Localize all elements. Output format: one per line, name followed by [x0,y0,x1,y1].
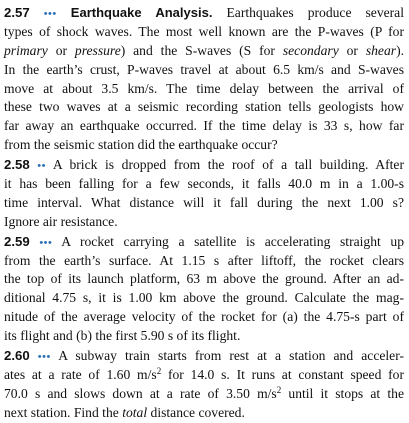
problem-text: from the earth’s surface. At 1.15 s afte… [4,252,404,268]
problem-text: its flight and (b) the first 5.90 s of i… [4,328,241,344]
problem-text: A subway train starts from rest at a sta… [58,348,404,364]
difficulty-dots-icon: ••• [43,8,57,20]
problem-text: A rocket carrying a satellite is acceler… [61,233,405,249]
difficulty-dots-icon: ••• [39,236,53,249]
problem-text: the top of its launch platform, 63 m abo… [4,271,404,287]
problem-text: these two waves at a seismic recording s… [4,99,404,115]
difficulty-dots-icon: •• [37,160,46,173]
problem-text: types of shock waves. The most well know… [4,23,404,39]
problem-text: time interval. What distance will it fal… [4,194,404,210]
problem-text: primary or pressure) and the S-waves (S … [4,42,404,58]
problem-text: 70.0 s and slows down at a rate of 3.50 … [4,384,404,401]
problem-number: 2.59 [4,233,30,249]
problem-2-57: 2.57 ••• Earthquake Analysis. Earthquake… [4,4,404,155]
problem-text: next station. Find the total distance co… [4,404,245,420]
problem-first-line: 2.60 ••• A subway train starts from rest… [4,347,404,366]
problem-text: ates at a rate of 1.60 m/s2 for 14.0 s. … [4,365,405,382]
problem-text: far away an earthquake occurred. If the … [4,118,404,134]
problem-first-line: 2.58 •• A brick is dropped from the roof… [4,156,404,175]
problem-text: it has been falling for a few seconds, i… [4,176,404,192]
problem-text: Ignore air resistance. [4,213,118,229]
problem-title: Earthquake Analysis. [70,5,213,20]
problem-text: ditional 4.75 s, it is 1.00 km above the… [4,290,404,306]
difficulty-dots-icon: ••• [37,351,51,364]
problem-text: Earthquakes produce several [226,5,404,20]
problem-text: A brick is dropped from the roof of a ta… [52,157,404,173]
problem-text: nitude of the average velocity of the ro… [4,309,404,325]
problem-number: 2.60 [4,348,30,364]
problem-text: from the seismic station did the earthqu… [4,137,278,153]
problem-2-59: 2.59 ••• A rocket carrying a satellite i… [4,233,404,346]
problem-first-line: 2.57 ••• Earthquake Analysis. Earthquake… [4,4,404,23]
problem-first-line: 2.59 ••• A rocket carrying a satellite i… [4,233,404,252]
problem-number: 2.58 [4,157,30,173]
problem-text: In the earth’s crust, P-waves travel at … [4,61,404,77]
problem-number: 2.57 [4,5,30,20]
problem-2-60: 2.60 ••• A subway train starts from rest… [4,347,404,423]
problem-text: move at about 3.5 km/s. The time delay b… [4,80,404,96]
problem-2-58: 2.58 •• A brick is dropped from the roof… [4,156,404,232]
